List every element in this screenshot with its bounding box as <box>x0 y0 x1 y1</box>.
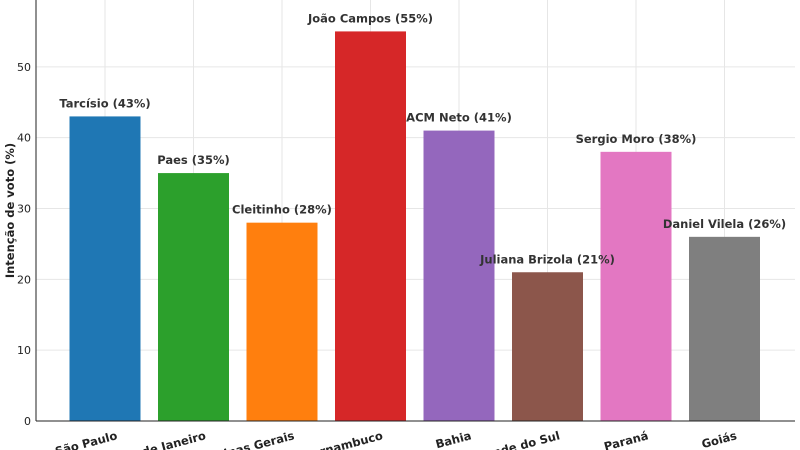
y-axis-title: Intenção de voto (%) <box>3 143 17 278</box>
bar <box>69 116 141 422</box>
data-label: João Campos (55%) <box>307 11 433 25</box>
y-tick-label: 10 <box>17 344 31 357</box>
x-tick-label: Minas Gerais <box>211 428 296 450</box>
y-tick-label: 50 <box>17 61 31 74</box>
x-tick-label: Pernambuco <box>302 428 384 450</box>
x-tick-label: Bahia <box>434 428 473 450</box>
data-label: Juliana Brizola (21%) <box>479 252 615 266</box>
axes <box>35 0 795 422</box>
data-label: ACM Neto (41%) <box>406 111 512 125</box>
bar <box>158 173 229 421</box>
data-label: Paes (35%) <box>157 153 230 167</box>
x-tick-label: Rio de Janeiro <box>116 428 207 450</box>
y-tick-labels: 0 10 20 30 40 50 60 <box>17 0 31 428</box>
x-tick-label: Goiás <box>700 428 738 450</box>
data-label: Tarcísio (43%) <box>59 96 150 110</box>
bar <box>423 130 495 422</box>
y-tick-label: 30 <box>17 203 31 216</box>
y-tick-label: 20 <box>17 273 31 286</box>
y-tick-label: 0 <box>24 415 31 428</box>
y-tick-label: 40 <box>17 132 31 145</box>
bar <box>335 31 406 422</box>
data-label: Daniel Vilela (26%) <box>663 217 786 231</box>
bar <box>600 151 672 422</box>
grid-lines <box>36 0 795 422</box>
data-labels: Tarcísio (43%) Paes (35%) Cleitinho (28%) J… <box>59 11 786 266</box>
data-label: Sergio Moro (38%) <box>576 132 697 146</box>
data-label: Cleitinho (28%) <box>232 203 332 217</box>
x-tick-label: São Paulo <box>53 428 118 450</box>
bar <box>689 236 760 421</box>
x-tick-label: Paraná <box>602 428 649 450</box>
bar <box>512 272 583 421</box>
bars <box>69 31 760 422</box>
bar <box>246 222 318 421</box>
y-tick-label: 60 <box>17 0 31 3</box>
